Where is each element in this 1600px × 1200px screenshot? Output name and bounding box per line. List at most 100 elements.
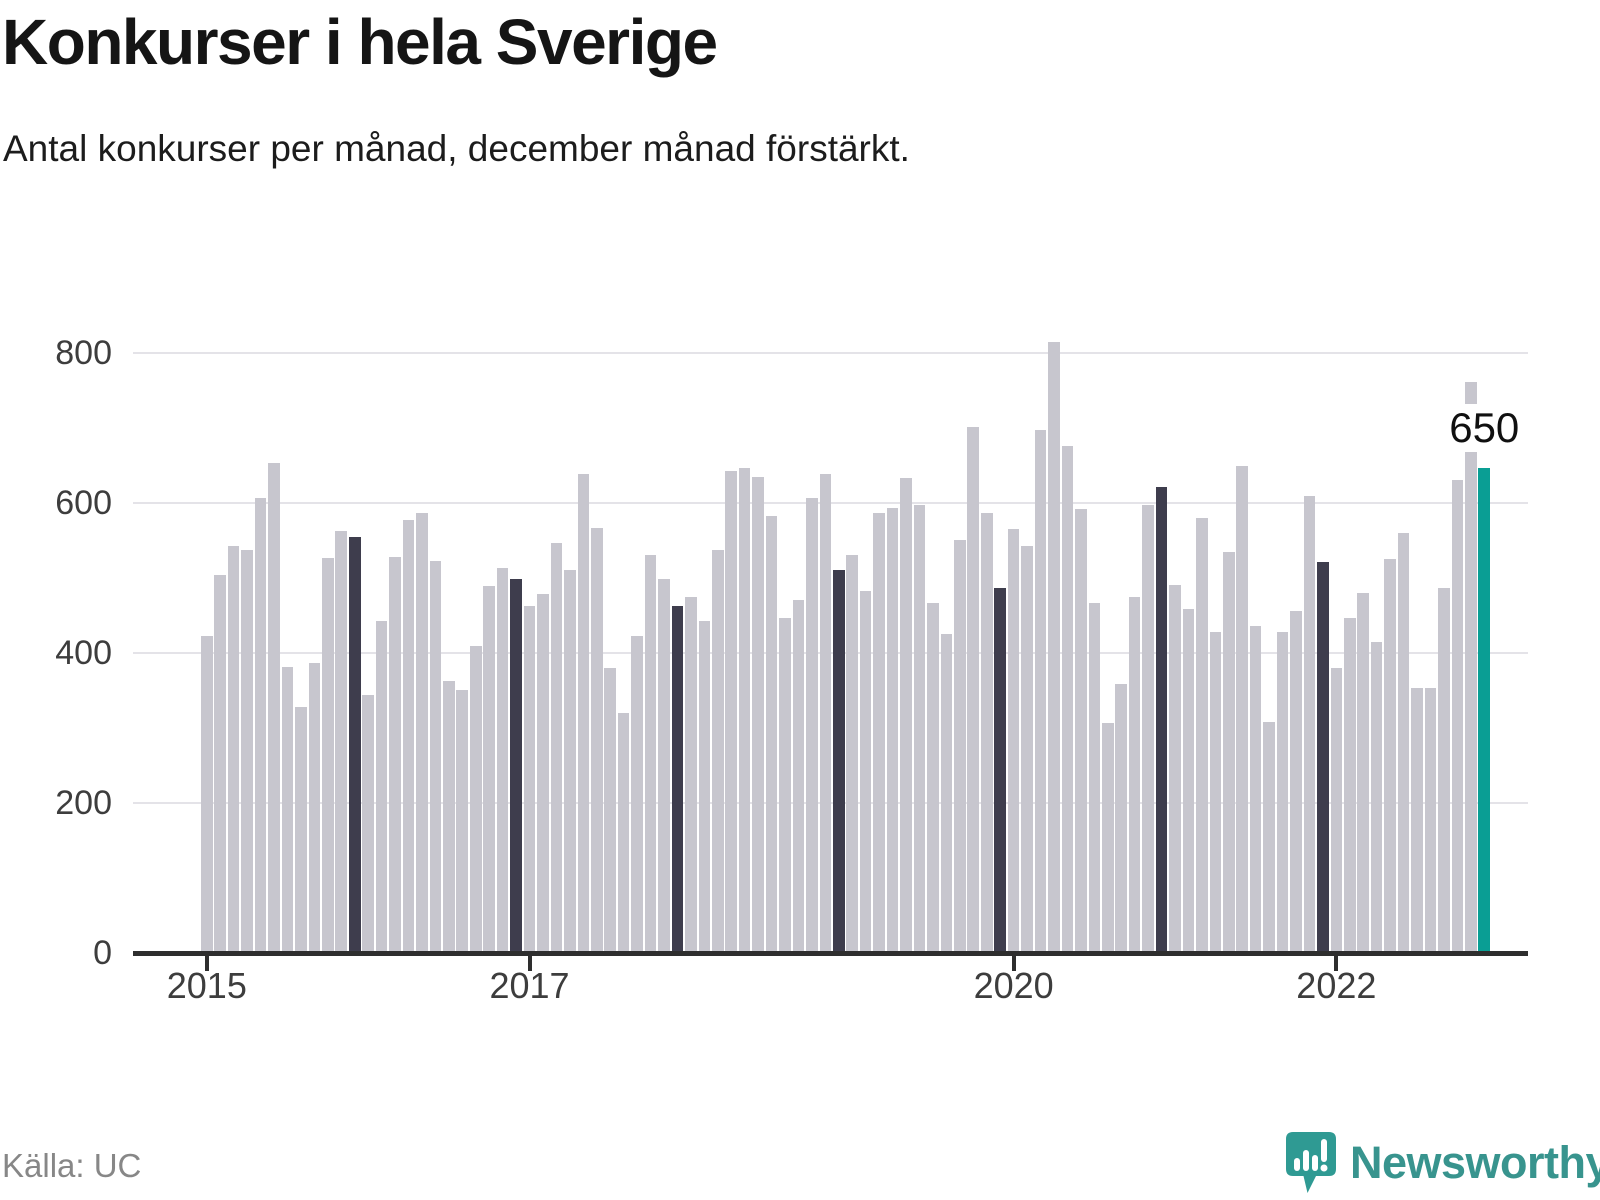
bar-2021-06 — [1236, 466, 1248, 955]
bar-2022-04 — [1370, 641, 1383, 955]
bar-2022-10 — [1451, 480, 1464, 955]
bar-2022-11 — [1465, 382, 1477, 955]
bar-2016-12 — [510, 578, 522, 955]
bar-2020-08 — [1101, 722, 1114, 955]
bar-2018-08 — [779, 618, 791, 955]
bar-2021-01 — [1169, 585, 1181, 955]
bar-2021-10 — [1290, 610, 1302, 955]
bar-2018-05 — [738, 467, 751, 955]
bar-2021-02 — [1182, 609, 1195, 955]
bar-2021-11 — [1303, 496, 1316, 955]
y-axis-label-800: 800 — [55, 334, 112, 372]
bar-2017-04 — [564, 569, 576, 955]
gridline-800 — [133, 351, 1528, 355]
source-label: Källa: UC — [2, 1147, 142, 1184]
bar-2016-08 — [456, 690, 469, 955]
bar-2020-02 — [1021, 546, 1033, 955]
bar-2018-04 — [725, 470, 738, 955]
bar-2015-12 — [348, 536, 361, 955]
bar-2019-06 — [913, 505, 926, 955]
bar-2022-09 — [1438, 587, 1450, 955]
x-axis-label-2022: 2022 — [1296, 965, 1377, 1006]
bar-2022-12 — [1478, 467, 1491, 955]
bar-2016-07 — [443, 680, 455, 955]
bar-2015-02 — [214, 574, 227, 955]
bar-2016-05 — [416, 513, 428, 955]
x-axis-label-2017: 2017 — [489, 965, 570, 1006]
bar-2020-01 — [1007, 529, 1020, 955]
bar-2016-01 — [362, 694, 374, 955]
bar-2015-01 — [201, 636, 213, 955]
bar-2022-02 — [1343, 618, 1356, 955]
bar-2019-04 — [886, 508, 899, 955]
bar-2016-11 — [496, 568, 509, 955]
bar-2020-11 — [1142, 505, 1154, 955]
bar-2015-03 — [227, 545, 240, 955]
bar-2021-12 — [1317, 562, 1329, 955]
bar-2021-08 — [1263, 721, 1275, 955]
bar-2022-06 — [1397, 532, 1410, 955]
bar-2021-09 — [1276, 631, 1289, 955]
bar-2020-06 — [1075, 508, 1087, 955]
bar-2022-07 — [1411, 688, 1423, 955]
bar-2017-03 — [550, 543, 563, 955]
newsworthy-logo-icon — [1286, 1132, 1336, 1194]
bar-2022-03 — [1357, 592, 1370, 955]
y-axis-label-600: 600 — [55, 484, 112, 522]
bar-2022-05 — [1384, 559, 1396, 955]
bar-2019-12 — [994, 587, 1006, 955]
bar-2015-10 — [322, 558, 334, 955]
bar-2019-09 — [954, 539, 966, 955]
bar-2019-10 — [967, 427, 980, 955]
bar-2015-06 — [268, 463, 280, 955]
bar-2017-02 — [537, 593, 549, 955]
bar-2018-12 — [833, 570, 845, 955]
bar-2021-05 — [1222, 551, 1235, 955]
bar-2015-08 — [295, 706, 307, 955]
bar-2017-07 — [604, 667, 616, 955]
bar-2018-01 — [685, 596, 697, 955]
bar-2021-03 — [1196, 517, 1208, 955]
bar-2019-07 — [927, 602, 939, 955]
x-axis-tick-2017 — [527, 955, 532, 971]
bar-2015-09 — [308, 663, 321, 955]
bar-2020-03 — [1034, 430, 1047, 955]
bar-2022-08 — [1424, 688, 1437, 955]
bar-2020-07 — [1088, 602, 1101, 955]
bar-2020-09 — [1115, 684, 1127, 955]
bar-2015-07 — [281, 667, 294, 955]
x-axis-label-2020: 2020 — [973, 965, 1054, 1006]
bar-2019-05 — [900, 478, 912, 955]
bar-2016-06 — [429, 560, 442, 955]
bar-2020-04 — [1048, 342, 1060, 955]
x-axis-tick-2020 — [1011, 955, 1016, 971]
x-axis-tick-2015 — [204, 955, 209, 971]
bar-2016-04 — [402, 520, 415, 955]
y-axis-label-200: 200 — [55, 784, 112, 822]
bar-2016-10 — [483, 586, 495, 955]
bar-2016-09 — [469, 646, 482, 955]
bar-2015-05 — [254, 498, 267, 955]
x-axis-label-2015: 2015 — [166, 965, 247, 1006]
bar-2015-04 — [241, 550, 253, 955]
bar-2016-02 — [375, 621, 388, 955]
y-axis-label-400: 400 — [55, 634, 112, 672]
newsworthy-logo-text: Newsworthy — [1350, 1137, 1600, 1188]
page-title: Konkurser i hela Sverige — [2, 6, 718, 78]
bar-2019-03 — [873, 513, 885, 955]
bar-2018-10 — [806, 497, 818, 955]
bar-2019-08 — [940, 634, 953, 955]
bar-2019-11 — [980, 513, 993, 955]
bar-2019-02 — [859, 591, 872, 955]
bar-2016-03 — [389, 556, 401, 955]
latest-value-label: 650 — [1441, 404, 1528, 452]
bar-2017-06 — [590, 528, 603, 955]
bar-2018-07 — [765, 516, 778, 955]
bar-2021-07 — [1249, 625, 1262, 955]
bar-2018-06 — [752, 477, 764, 955]
bar-2015-11 — [335, 531, 348, 955]
bar-2018-02 — [698, 620, 711, 955]
bar-2021-04 — [1209, 631, 1222, 955]
chart-subtitle: Antal konkurser per månad, december måna… — [3, 128, 910, 169]
